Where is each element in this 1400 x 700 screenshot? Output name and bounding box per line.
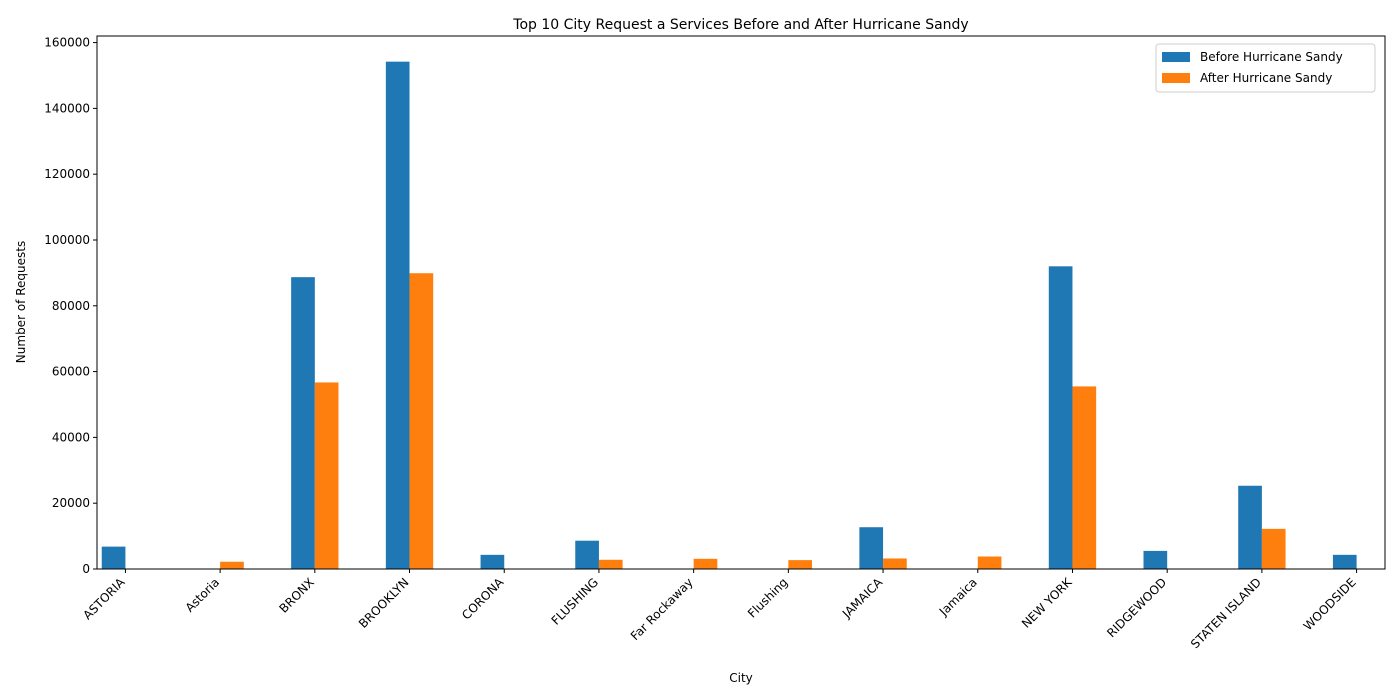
y-tick-label: 0 (82, 562, 90, 576)
x-tick-label: Flushing (745, 575, 790, 620)
x-tick-label: JAMAICA (839, 575, 886, 622)
y-tick-label: 60000 (52, 365, 90, 379)
y-tick-label: 20000 (52, 496, 90, 510)
bar-before-13 (1332, 554, 1357, 569)
x-tick-label: ASTORIA (80, 575, 128, 623)
x-tick-label: Astoria (183, 575, 223, 615)
y-tick-label: 100000 (44, 233, 90, 247)
bar-before-12 (1238, 485, 1262, 569)
bar-before-10 (1048, 266, 1073, 569)
y-tick-label: 140000 (44, 101, 90, 115)
bars-group (101, 61, 1357, 569)
bar-before-4 (480, 554, 505, 569)
y-tick-label: 120000 (44, 167, 90, 181)
y-tick-label: 160000 (44, 36, 90, 50)
bar-after-3 (409, 273, 434, 569)
x-tick-label: Far Rockaway (628, 575, 696, 643)
bar-before-0 (101, 546, 126, 569)
x-tick-label: STATEN ISLAND (1188, 575, 1264, 651)
legend-label-before: Before Hurricane Sandy (1200, 50, 1343, 64)
legend-frame (1155, 43, 1376, 93)
x-tick-label: BROOKLYN (356, 575, 412, 631)
plot-background (97, 36, 1385, 569)
bar-after-2 (314, 382, 339, 569)
bar-after-6 (693, 558, 718, 569)
x-tick-label: WOODSIDE (1301, 575, 1359, 633)
bar-before-5 (575, 540, 599, 569)
bar-after-8 (883, 558, 907, 569)
y-axis-label: Number of Requests (14, 241, 28, 363)
legend-swatch-after (1162, 73, 1190, 83)
y-axis-ticks: 0 20000 40000 60000 80000 100000 120000 140000 1… (44, 36, 97, 576)
bar-after-12 (1261, 528, 1286, 569)
x-tick-label: RIDGEWOOD (1104, 575, 1169, 640)
x-tick-label: NEW YORK (1019, 574, 1075, 630)
y-tick-label: 80000 (52, 299, 90, 313)
plot-frame (96, 35, 1386, 570)
bar-after-1 (220, 561, 244, 569)
bar-before-3 (385, 61, 410, 569)
bar-before-8 (859, 527, 884, 569)
x-tick-label: CORONA (459, 575, 507, 623)
legend-swatch-before (1162, 52, 1190, 62)
bar-after-7 (788, 560, 813, 569)
legend-label-after: After Hurricane Sandy (1200, 71, 1332, 85)
chart-title: Top 10 City Request a Services Before an… (512, 17, 968, 33)
bar-after-5 (598, 559, 623, 569)
legend: Before Hurricane Sandy After Hurricane Sa… (1155, 43, 1376, 93)
y-tick-label: 40000 (52, 430, 90, 444)
x-tick-label: FLUSHING (549, 575, 601, 627)
x-tick-label: Jamaica (936, 575, 980, 619)
bar-after-9 (977, 556, 1002, 569)
bar-before-11 (1143, 550, 1168, 569)
x-tick-label: BRONX (276, 575, 316, 615)
x-axis-ticks: ASTORIA Astoria BRONX BROOKLYN CORONA FLUSHIN… (80, 569, 1359, 651)
bar-after-10 (1072, 386, 1097, 569)
bar-before-2 (291, 277, 315, 569)
x-axis-label: City (729, 671, 753, 685)
